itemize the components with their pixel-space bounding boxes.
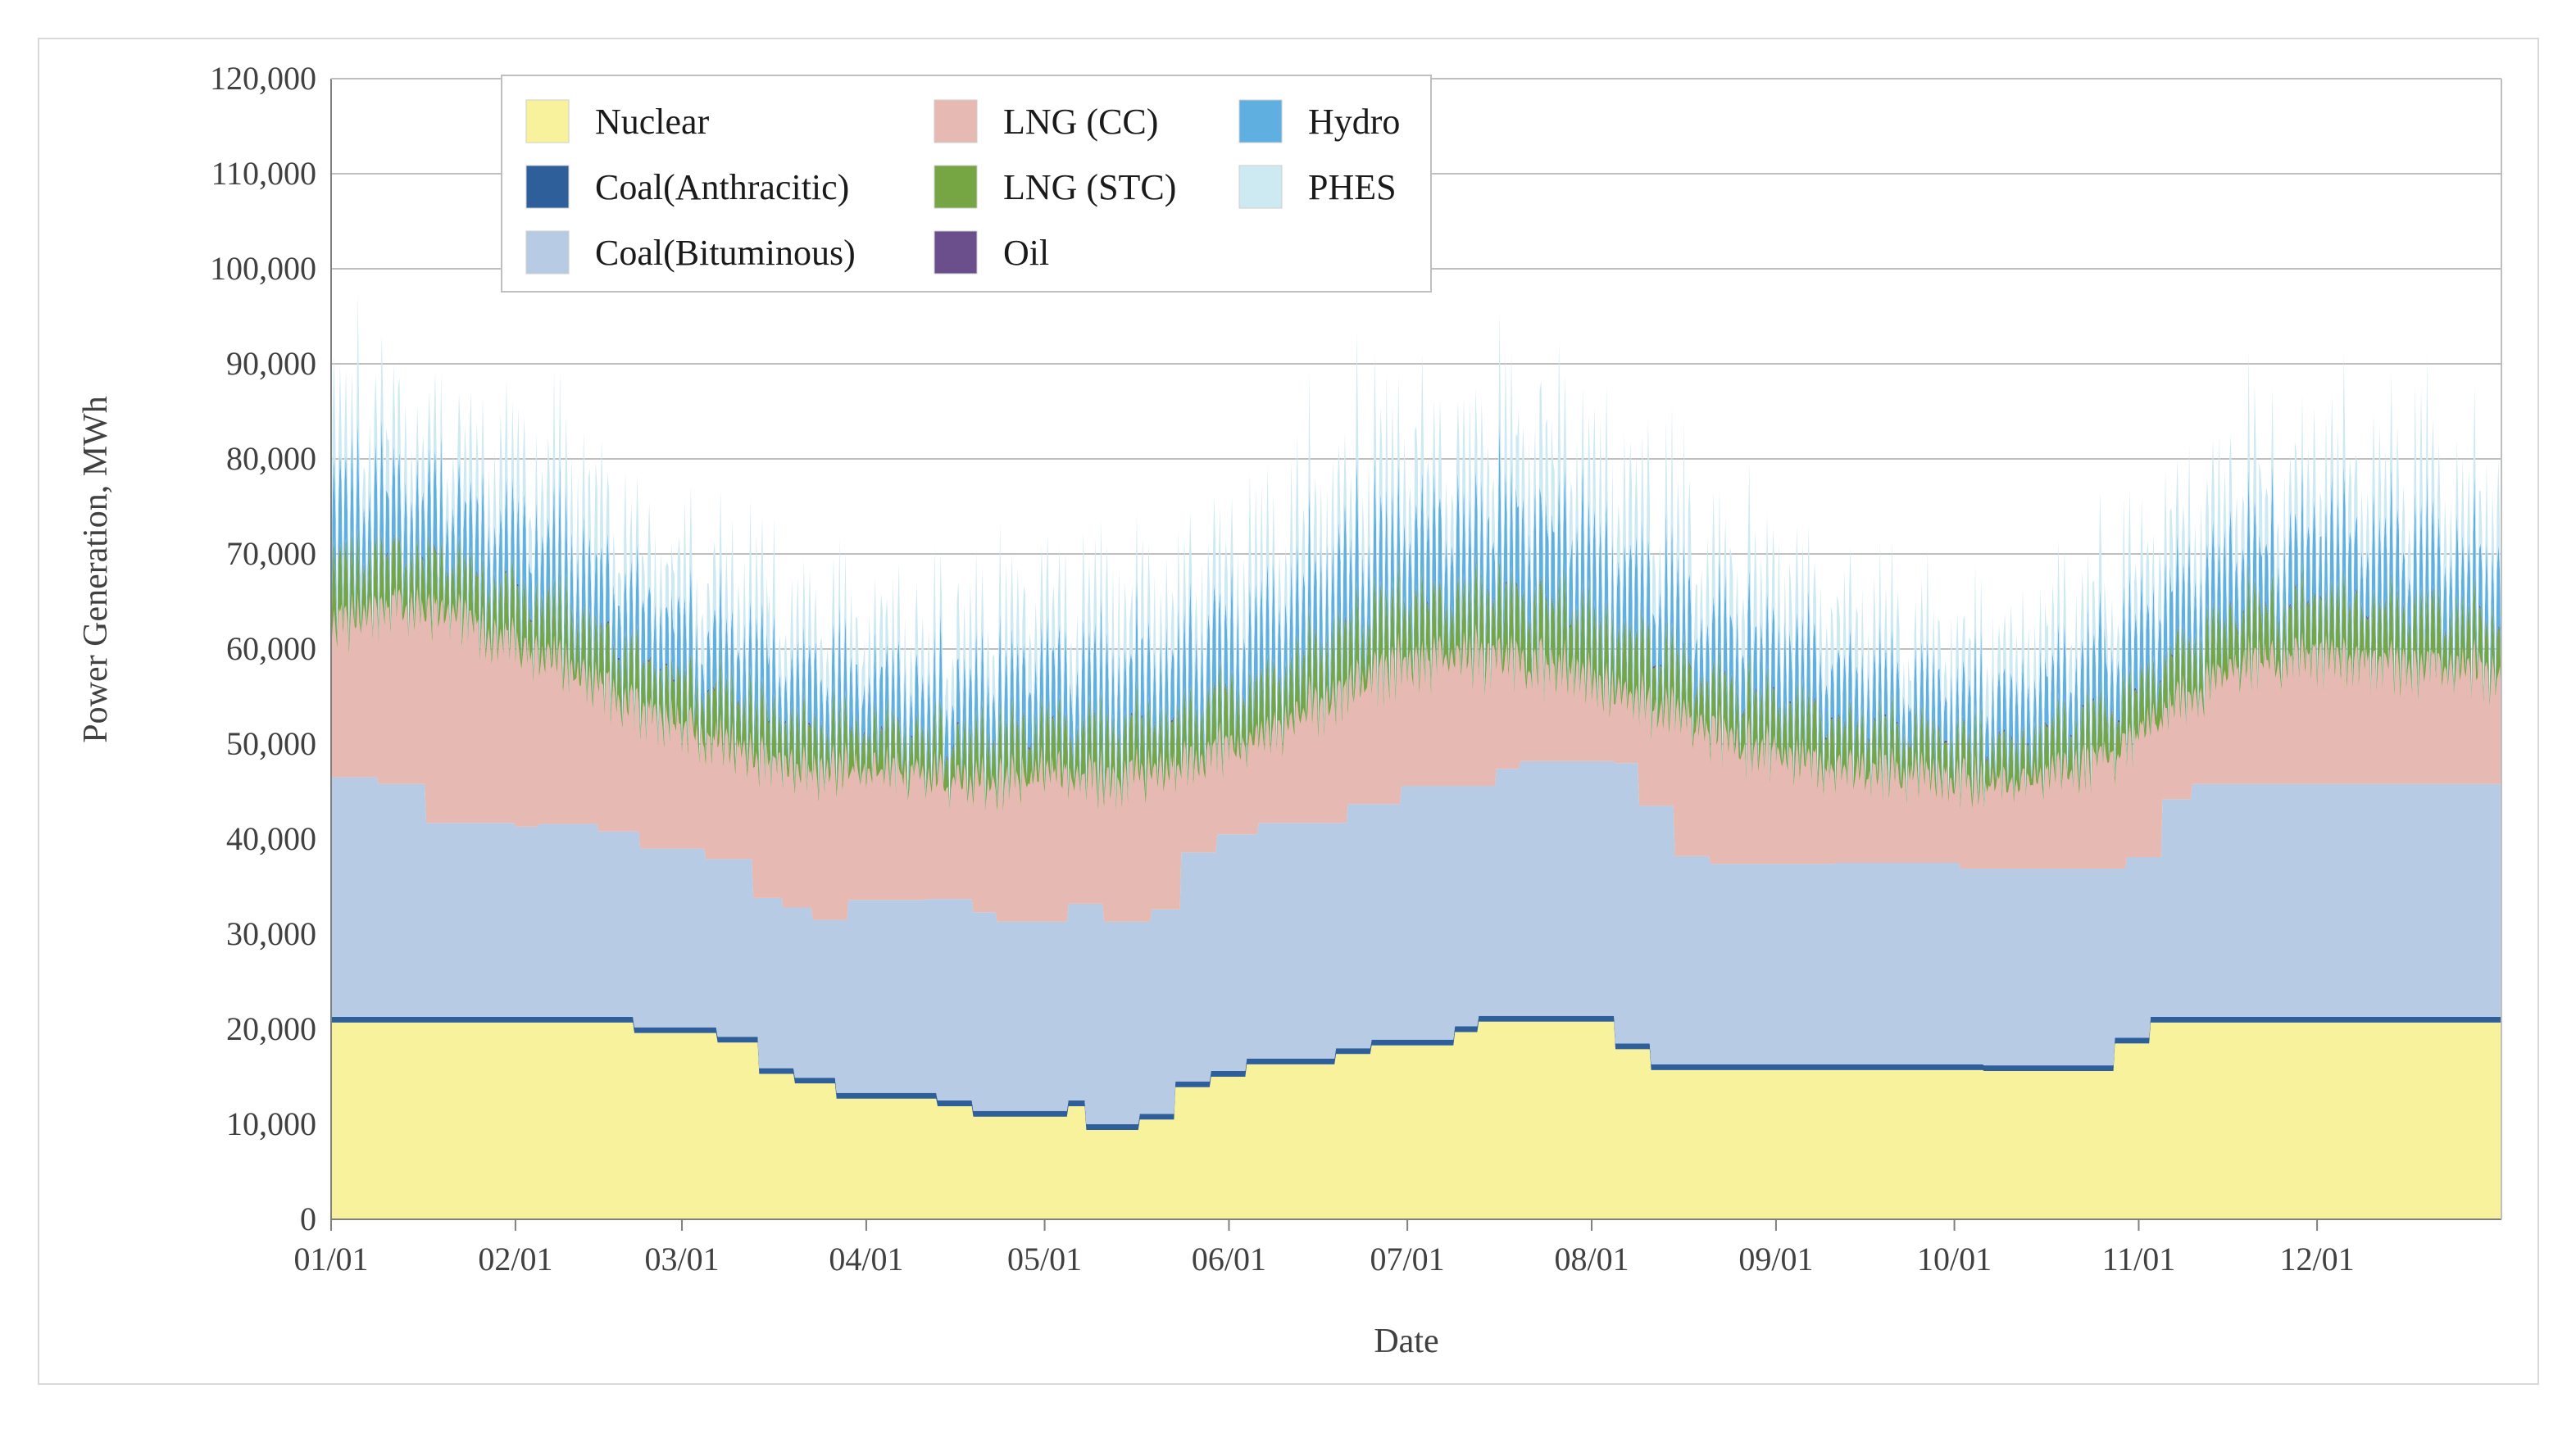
x-axis-title: Date <box>1374 1323 1438 1360</box>
y-tick-label: 40,000 <box>226 820 316 857</box>
legend-swatch <box>934 230 978 275</box>
y-tick-label: 110,000 <box>211 155 316 192</box>
y-tick-label: 20,000 <box>226 1010 316 1047</box>
legend-swatch <box>525 230 570 275</box>
x-tick-label: 10/01 <box>1917 1241 1992 1277</box>
x-tick-label: 04/01 <box>829 1241 903 1277</box>
area-hydro <box>331 414 2501 810</box>
x-tick-label: 09/01 <box>1738 1241 1813 1277</box>
y-tick-label: 30,000 <box>226 915 316 952</box>
y-tick-label: 100,000 <box>210 250 316 287</box>
area-lng-cc <box>331 587 2501 922</box>
x-tick-label: 06/01 <box>1192 1241 1266 1277</box>
stacked-areas <box>331 293 2501 1219</box>
legend-label: PHES <box>1308 167 1397 207</box>
y-tick-label: 50,000 <box>226 725 316 762</box>
area-nuclear <box>331 1021 2501 1219</box>
legend-label: Oil <box>1003 233 1049 273</box>
area-coal-anthracitic <box>331 1015 2501 1130</box>
x-tick-label: 11/01 <box>2102 1241 2176 1277</box>
legend-swatch <box>1238 99 1283 143</box>
y-tick-label: 10,000 <box>226 1105 316 1142</box>
y-tick-label: 60,000 <box>226 630 316 667</box>
x-tick-label: 12/01 <box>2280 1241 2355 1277</box>
x-tick-label: 01/01 <box>293 1241 368 1277</box>
y-tick-label: 80,000 <box>226 440 316 477</box>
legend-label: Coal(Anthracitic) <box>595 167 849 207</box>
area-coal-bituminous <box>331 760 2501 1124</box>
x-tick-label: 03/01 <box>644 1241 719 1277</box>
y-tick-label: 90,000 <box>226 345 316 382</box>
y-tick-label: 0 <box>300 1200 316 1237</box>
legend-swatch <box>525 165 570 209</box>
legend: Nuclear Coal(Anthracitic) Coal(Bituminous)… <box>501 75 1432 293</box>
x-tick-label: 08/01 <box>1554 1241 1629 1277</box>
x-tick-label: 02/01 <box>478 1241 552 1277</box>
legend-label: Coal(Bituminous) <box>595 233 856 273</box>
legend-swatch <box>934 99 978 143</box>
y-axis-title: Power Generation, MWh <box>77 396 115 742</box>
legend-swatch <box>934 165 978 209</box>
legend-swatch <box>1238 165 1283 209</box>
x-tick-label: 05/01 <box>1007 1241 1082 1277</box>
legend-label: Nuclear <box>595 102 710 142</box>
x-tick-label: 07/01 <box>1370 1241 1445 1277</box>
axes: 0 10,000 20,000 30,000 40,000 50,000 60,000 70,… <box>210 60 2502 1277</box>
legend-label: LNG (CC) <box>1003 102 1158 142</box>
legend-swatch <box>525 99 570 143</box>
area-phes <box>331 293 2501 810</box>
y-tick-label: 70,000 <box>226 535 316 572</box>
legend-label: LNG (STC) <box>1003 167 1176 207</box>
y-tick-label: 120,000 <box>210 60 316 97</box>
legend-label: Hydro <box>1308 102 1400 142</box>
area-lng-stc <box>331 528 2501 813</box>
